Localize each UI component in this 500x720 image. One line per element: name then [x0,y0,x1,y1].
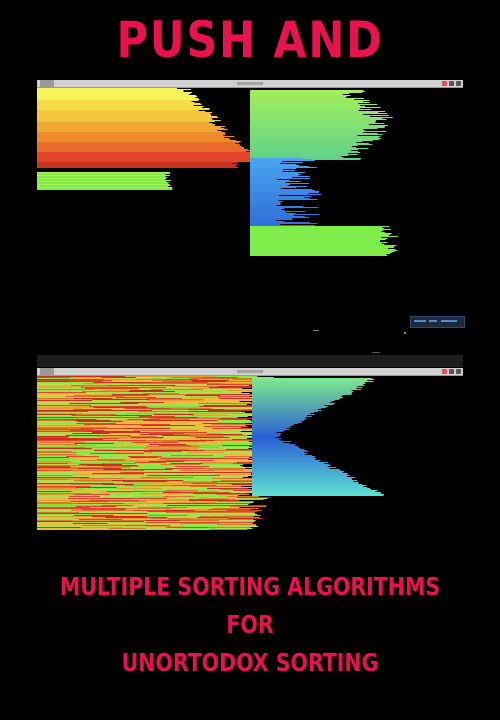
sorting-visualization-top [37,88,463,350]
subtitle: MULTIPLE SORTING ALGORITHMS FOR UNORTODO… [45,568,455,682]
window-titlebar[interactable] [37,368,463,376]
window-title-text [40,80,54,87]
subtitle-line: UNORTODOX SORTING [45,644,455,682]
window-caption [237,370,263,373]
window-caption [237,82,263,85]
sorting-visualization-bottom [37,376,463,530]
taskbar-strip [37,355,463,367]
bottom-visualizer-window [37,368,463,530]
window-titlebar[interactable] [37,80,463,88]
close-icon[interactable] [442,81,447,86]
window-title-text [40,368,54,375]
minimize-icon[interactable] [449,81,454,86]
subtitle-line: MULTIPLE SORTING ALGORITHMS FOR [45,568,455,644]
maximize-icon[interactable] [456,81,461,86]
minimize-icon[interactable] [449,369,454,374]
top-visualizer-window [37,80,463,350]
minimized-window-thumbnail[interactable] [410,316,465,328]
maximize-icon[interactable] [456,369,461,374]
cursor-speck [313,330,319,331]
close-icon[interactable] [442,369,447,374]
cursor-speck [372,352,380,353]
cursor-speck [404,332,406,334]
